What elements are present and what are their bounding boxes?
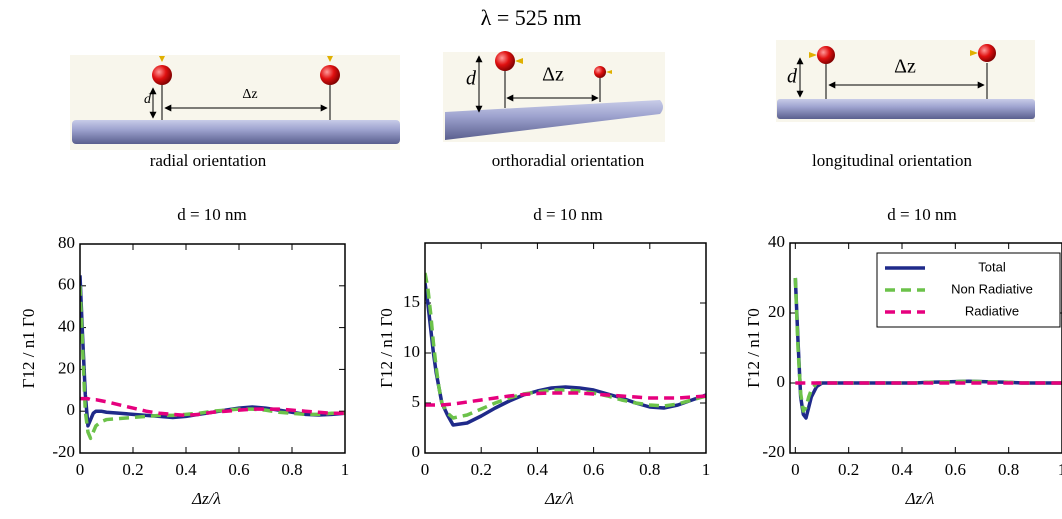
x-tick-label: 0.2 [122, 460, 143, 479]
particle [152, 65, 172, 85]
caption: longitudinal orientation [812, 151, 973, 170]
y-tick-label: 40 [58, 317, 75, 336]
particle [817, 46, 835, 64]
y-tick-label: -20 [762, 442, 785, 461]
rod [445, 100, 663, 140]
series-line [425, 272, 706, 420]
y-tick-label: 0 [67, 400, 76, 419]
caption: radial orientation [150, 151, 267, 170]
y-tick-label: 20 [768, 302, 785, 321]
dipole [327, 56, 333, 62]
x-tick-label: 1 [341, 460, 350, 479]
x-tick-label: 0.8 [998, 460, 1019, 479]
dipole [606, 70, 612, 74]
rod [72, 120, 400, 144]
legend-label: Total [978, 259, 1006, 274]
particle [594, 66, 606, 78]
caption: orthoradial orientation [492, 151, 645, 170]
x-tick-label: 0 [421, 460, 430, 479]
diagram-orthoradial: d Δz orthoradial orientation [443, 51, 665, 170]
x-tick-label: 0.2 [471, 460, 492, 479]
y-axis-label: Γ12 / n1 Γ0 [19, 309, 38, 389]
plot-frame [79, 243, 346, 454]
x-tick-label: 0.8 [639, 460, 660, 479]
x-tick-label: 0.4 [175, 460, 197, 479]
x-axis-label: Δz/λ [544, 489, 574, 508]
y-tick-label: 0 [412, 442, 421, 461]
x-tick-label: 1 [1058, 460, 1062, 479]
y-tick-label: 20 [58, 358, 75, 377]
diagram-radial: d Δz radial orientation [70, 55, 400, 170]
y-tick-label: 10 [403, 342, 420, 361]
dipole [970, 50, 978, 56]
particle [978, 44, 996, 62]
d-label: d [144, 92, 152, 107]
series-line [425, 282, 706, 427]
y-tick-label: -20 [52, 442, 75, 461]
y-axis-label: Γ12 / n1 Γ0 [377, 308, 396, 388]
x-tick-label: 0.2 [838, 460, 859, 479]
series-line [425, 391, 706, 407]
dipole [809, 52, 817, 58]
d-label: d [466, 68, 477, 90]
dz-label: Δz [894, 56, 916, 78]
diagram-longitudinal: d Δz longitudinal orientation [776, 40, 1035, 170]
particle [495, 51, 515, 71]
x-tick-label: 0.6 [583, 460, 604, 479]
page-title: λ = 525 nm [481, 5, 582, 30]
x-tick-label: 0.4 [891, 460, 913, 479]
y-axis-label: Γ12 / n1 Γ0 [744, 308, 763, 388]
y-tick-label: 40 [768, 232, 785, 251]
y-tick-label: 15 [403, 292, 420, 311]
y-tick-label: 0 [777, 372, 786, 391]
x-tick-label: 0 [76, 460, 85, 479]
x-axis-label: Δz/λ [905, 489, 935, 508]
chart: d = 10 nm Δz/λ Γ12 / n1 Γ0 0 0.2 0.4 0.6 0.8 1 -2… [19, 205, 349, 508]
dz-label: Δz [242, 87, 257, 102]
chart: d = 10 nm Δz/λ Γ12 / n1 Γ0 0 0.2 0.4 0.6 0.8 1 -2… [744, 205, 1062, 508]
d-label: d [787, 66, 798, 88]
x-axis-label: Δz/λ [191, 489, 221, 508]
dipole [515, 58, 523, 64]
plot-frame [789, 242, 1062, 454]
particle [320, 65, 340, 85]
x-tick-label: 0.4 [527, 460, 549, 479]
x-tick-label: 0.6 [228, 460, 249, 479]
series-line [80, 396, 345, 418]
legend-label: Non Radiative [951, 281, 1033, 296]
chart-title: d = 10 nm [177, 205, 247, 224]
series-line [80, 285, 345, 441]
dz-label: Δz [542, 64, 564, 86]
x-tick-label: 0 [791, 460, 800, 479]
chart-title: d = 10 nm [533, 205, 603, 224]
rod [777, 99, 1035, 119]
legend-label: Radiative [965, 303, 1019, 318]
x-tick-label: 0.8 [281, 460, 302, 479]
y-tick-label: 80 [58, 233, 75, 252]
x-tick-label: 0.6 [945, 460, 966, 479]
y-tick-label: 5 [412, 392, 421, 411]
plot-frame [424, 242, 707, 454]
chart-title: d = 10 nm [887, 205, 957, 224]
dipole [159, 56, 165, 62]
y-tick-label: 60 [58, 275, 75, 294]
x-tick-label: 1 [702, 460, 711, 479]
